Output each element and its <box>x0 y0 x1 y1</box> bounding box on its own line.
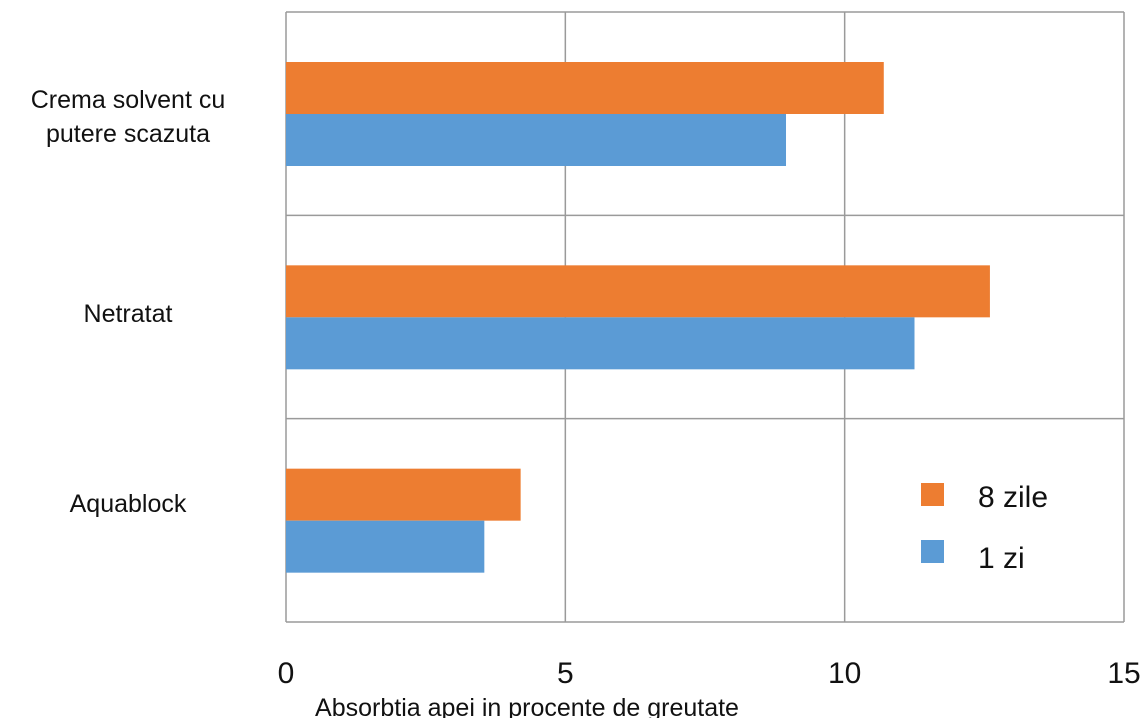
category-label-2-line-0: Aquablock <box>70 490 187 518</box>
legend: 8 zile 1 zi <box>921 481 1048 575</box>
legend-label-1-zi: 1 zi <box>978 542 1025 575</box>
legend-swatch-8-zile <box>921 483 944 506</box>
category-label-0-line-0: Crema solvent cu <box>31 86 226 114</box>
bars <box>286 62 990 573</box>
legend-swatch-1-zi <box>921 540 944 563</box>
legend-label-8-zile: 8 zile <box>978 481 1048 514</box>
bar-1-zi-2 <box>286 520 485 573</box>
x-tick-label-1: 5 <box>557 657 574 690</box>
bar-8-zile-0 <box>286 62 884 114</box>
category-labels: Crema solvent cu putere scazuta Netratat Aq… <box>31 86 226 518</box>
bar-8-zile-2 <box>286 468 521 521</box>
bar-1-zi-1 <box>286 317 915 370</box>
x-tick-label-0: 0 <box>278 657 295 690</box>
x-tick-labels: 0 5 10 15 <box>278 657 1141 690</box>
x-tick-label-3: 15 <box>1107 657 1140 690</box>
category-label-0-line-1: putere scazuta <box>46 120 210 148</box>
category-label-1-line-0: Netratat <box>84 300 173 328</box>
bar-1-zi-0 <box>286 114 787 166</box>
x-tick-label-2: 10 <box>828 657 861 690</box>
bar-8-zile-1 <box>286 265 990 318</box>
x-axis-title: Absorbtia apei in procente de greutate <box>315 694 739 718</box>
